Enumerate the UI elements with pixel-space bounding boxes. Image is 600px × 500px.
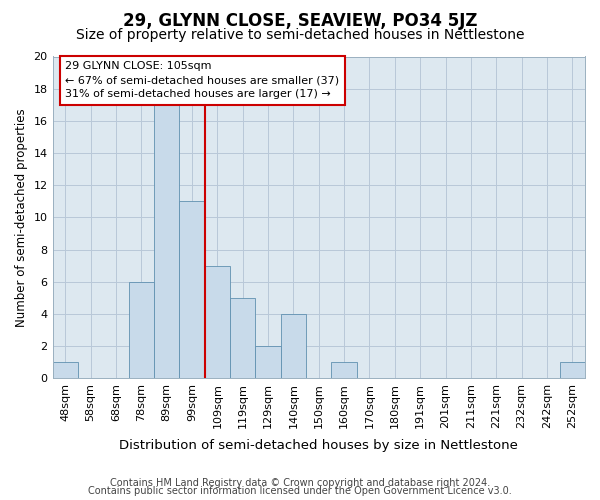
Text: Contains public sector information licensed under the Open Government Licence v3: Contains public sector information licen… [88, 486, 512, 496]
Text: 29, GLYNN CLOSE, SEAVIEW, PO34 5JZ: 29, GLYNN CLOSE, SEAVIEW, PO34 5JZ [123, 12, 477, 30]
Y-axis label: Number of semi-detached properties: Number of semi-detached properties [15, 108, 28, 327]
Text: 29 GLYNN CLOSE: 105sqm
← 67% of semi-detached houses are smaller (37)
31% of sem: 29 GLYNN CLOSE: 105sqm ← 67% of semi-det… [65, 62, 340, 100]
Bar [53, 362, 78, 378]
Bar [560, 362, 585, 378]
Bar [331, 362, 357, 378]
Bar [154, 105, 179, 378]
Text: Size of property relative to semi-detached houses in Nettlestone: Size of property relative to semi-detach… [76, 28, 524, 42]
Bar [128, 282, 154, 378]
Bar [281, 314, 306, 378]
Bar [179, 202, 205, 378]
Bar [230, 298, 256, 378]
Bar [205, 266, 230, 378]
Text: Contains HM Land Registry data © Crown copyright and database right 2024.: Contains HM Land Registry data © Crown c… [110, 478, 490, 488]
Bar [256, 346, 281, 378]
X-axis label: Distribution of semi-detached houses by size in Nettlestone: Distribution of semi-detached houses by … [119, 440, 518, 452]
